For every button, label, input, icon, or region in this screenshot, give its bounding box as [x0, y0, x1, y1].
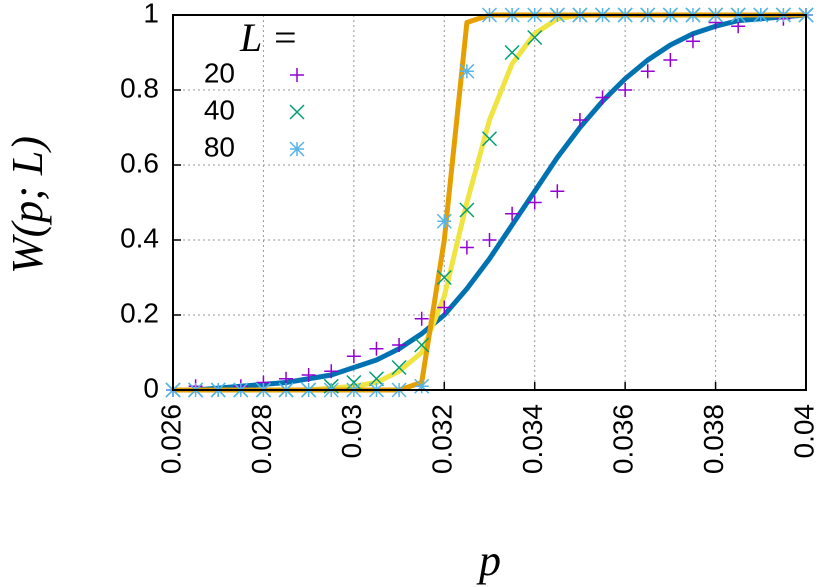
data-point: [436, 269, 452, 286]
data-point: [459, 240, 474, 255]
data-point: [481, 131, 498, 147]
x-tick-label: 0.032: [427, 404, 458, 474]
data-point: [663, 53, 678, 67]
data-point: [414, 337, 430, 353]
legend-title: L =: [239, 15, 299, 60]
fit-curve: [173, 12, 806, 393]
data-point: [436, 213, 452, 229]
data-point: [346, 349, 361, 364]
legend-marker: [290, 68, 304, 82]
data-point: [346, 374, 362, 391]
plot-frame: [172, 14, 807, 391]
y-tick-label: 0.6: [120, 147, 159, 178]
data-point: [685, 34, 700, 49]
fit-curve: [173, 12, 806, 393]
data-point: [550, 184, 565, 199]
data-point: [504, 44, 520, 61]
x-tick-label: 0.026: [155, 404, 186, 474]
y-axis-label: W(p; L): [3, 136, 52, 274]
data-point: [414, 378, 430, 394]
x-tick-label: 0.034: [517, 404, 548, 474]
x-tick-label: 0.036: [608, 404, 639, 474]
y-tick-label: 1: [143, 0, 159, 28]
data-point: [482, 233, 497, 247]
data-point: [324, 364, 339, 379]
fit-curve: [173, 12, 807, 393]
data-point: [414, 311, 429, 326]
data-point: [369, 341, 384, 356]
data-point: [301, 368, 316, 382]
y-tick-label: 0.8: [120, 72, 159, 103]
x-tick-label: 0.03: [336, 404, 367, 459]
data-point: [640, 64, 655, 79]
data-point: [368, 371, 384, 387]
x-tick-label: 0.04: [788, 404, 819, 459]
legend-marker: [289, 104, 305, 120]
data-point: [595, 90, 610, 105]
x-tick-label: 0.028: [246, 404, 277, 474]
data-point: [572, 113, 587, 127]
data-point: [392, 338, 407, 352]
legend-marker: [289, 141, 305, 157]
legend-label: 40: [204, 94, 235, 125]
data-point: [391, 359, 407, 376]
data-point: [437, 300, 452, 315]
y-tick-label: 0.2: [120, 297, 159, 328]
y-tick-label: 0.4: [120, 222, 159, 253]
legend-label: 80: [204, 131, 235, 162]
data-point: [527, 195, 542, 210]
data-point: [459, 202, 475, 218]
data-point: [459, 63, 475, 79]
x-tick-label: 0.038: [698, 404, 729, 474]
data-point: [527, 29, 543, 46]
legend-label: 20: [204, 57, 235, 88]
data-point: [618, 83, 633, 97]
data-point: [505, 206, 520, 221]
y-tick-label: 0: [143, 372, 159, 403]
x-axis-label: p: [476, 536, 501, 585]
